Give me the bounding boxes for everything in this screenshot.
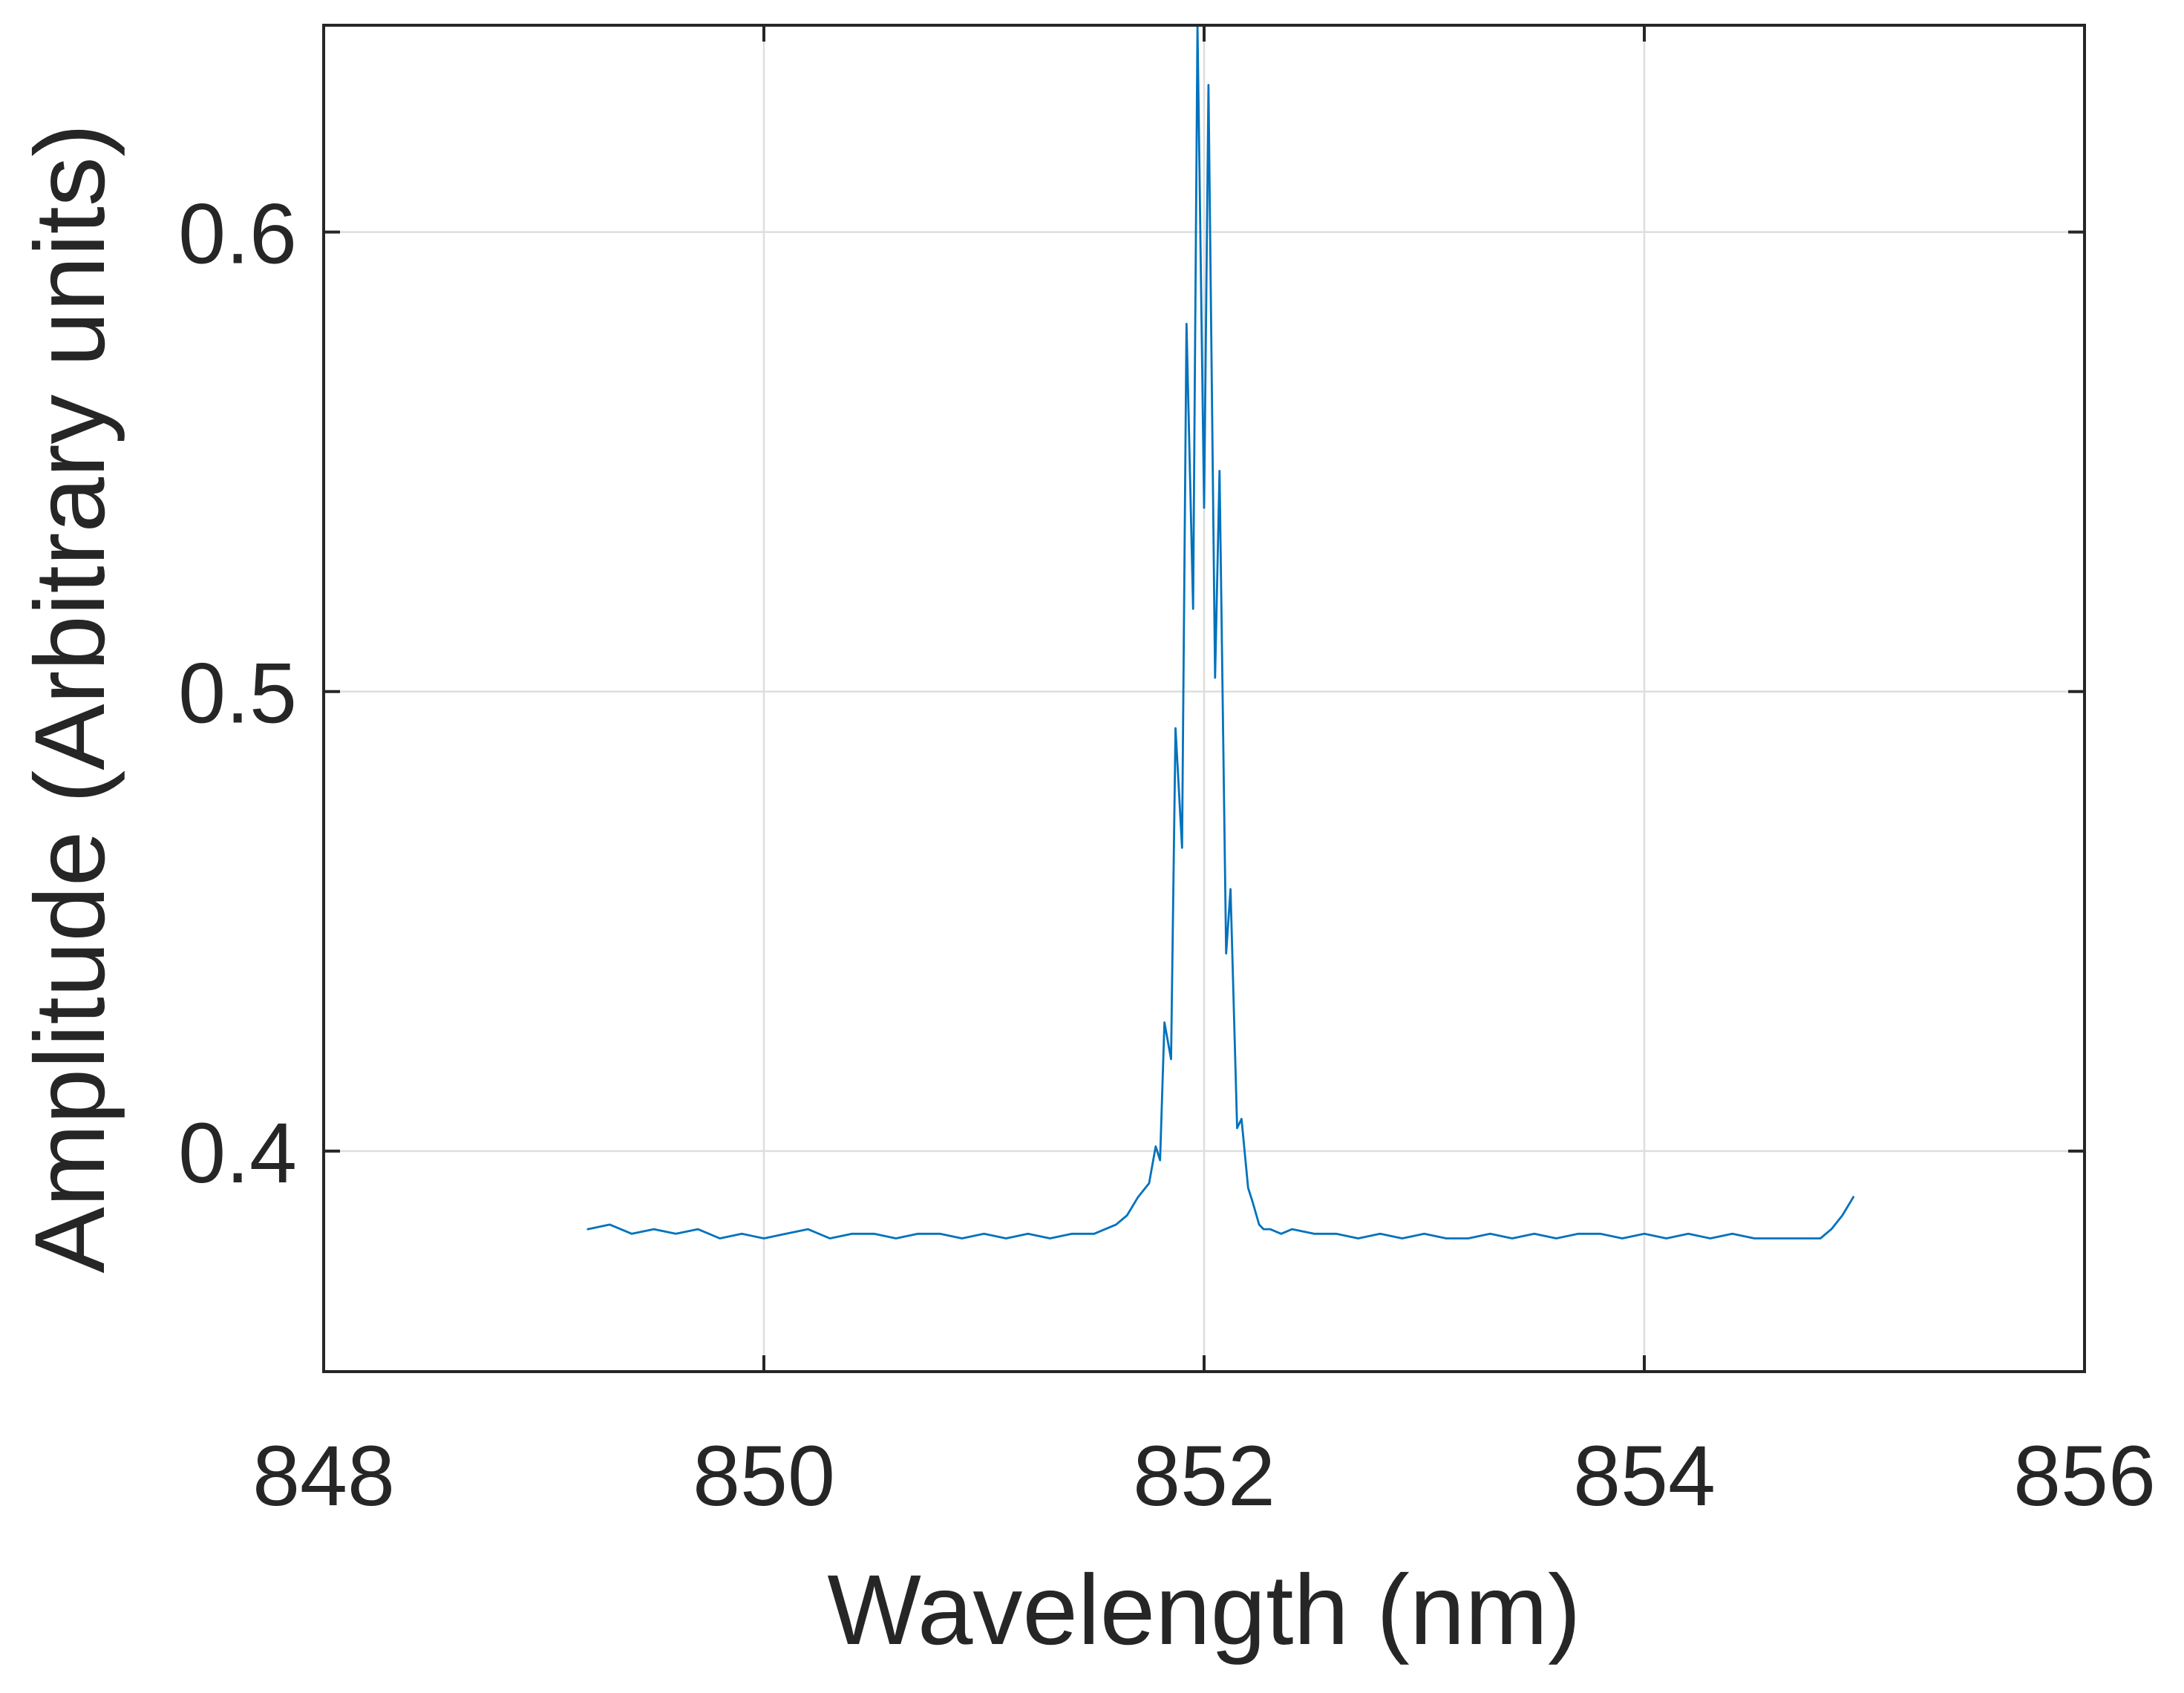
x-tick-labels: 848 850 852 854 856: [252, 1429, 2156, 1524]
x-tick-label: 854: [1573, 1429, 1716, 1524]
y-tick-label: 0.5: [178, 646, 297, 741]
x-tick-label: 852: [1133, 1429, 1275, 1524]
grid-lines: [324, 25, 2085, 1372]
x-tick-label: 850: [693, 1429, 835, 1524]
y-tick-label: 0.6: [178, 187, 297, 282]
y-tick-label: 0.4: [178, 1106, 297, 1201]
x-axis-label: Wavelength (nm): [827, 1555, 1580, 1666]
x-tick-label: 856: [2013, 1429, 2156, 1524]
plot-series: [586, 24, 1855, 1240]
spectrum-line: [586, 24, 1855, 1240]
y-axis-label: Amplitude (Arbitrary units): [15, 124, 125, 1274]
y-tick-labels: 0.4 0.5 0.6: [178, 187, 297, 1201]
axis-ticks: [322, 25, 2086, 1372]
x-tick-label: 848: [252, 1429, 395, 1524]
